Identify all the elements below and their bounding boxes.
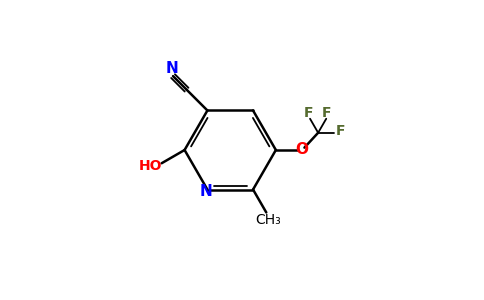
Text: N: N xyxy=(199,184,212,200)
Text: HO: HO xyxy=(139,159,162,173)
Text: F: F xyxy=(304,106,313,120)
Text: F: F xyxy=(335,124,345,138)
Text: N: N xyxy=(165,61,178,76)
Text: F: F xyxy=(321,106,331,120)
Text: O: O xyxy=(295,142,308,157)
Text: CH₃: CH₃ xyxy=(255,213,281,227)
